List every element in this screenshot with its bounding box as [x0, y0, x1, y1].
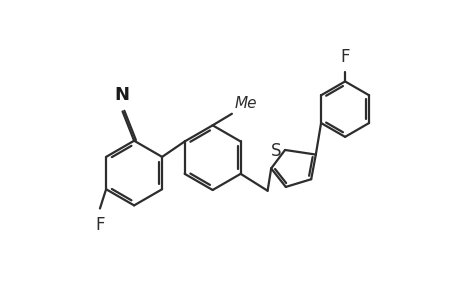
Text: S: S	[270, 142, 280, 160]
Text: Me: Me	[234, 97, 256, 112]
Text: N: N	[114, 86, 129, 104]
Text: F: F	[340, 48, 349, 66]
Text: F: F	[95, 216, 105, 234]
